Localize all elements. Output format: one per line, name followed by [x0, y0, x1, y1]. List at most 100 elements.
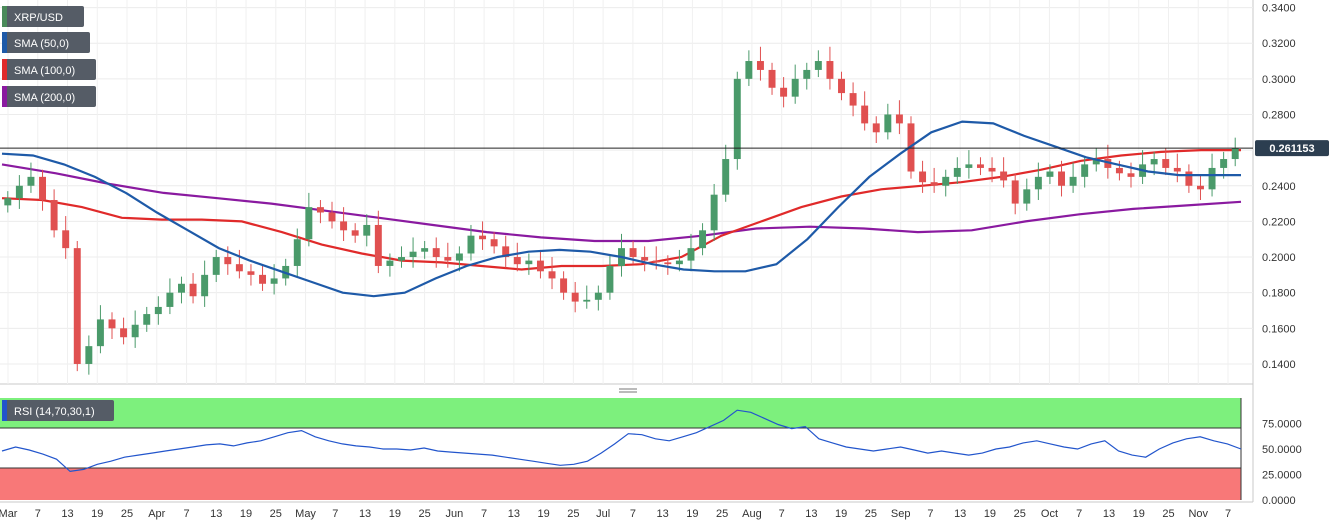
candle-body [641, 257, 649, 261]
candle-body [490, 239, 498, 247]
candle-body [733, 78, 741, 160]
candle-body [560, 278, 568, 293]
candle-body [745, 61, 753, 79]
date-tick-label: 13 [359, 508, 371, 520]
candle-body [536, 260, 544, 272]
legend-label-xrpusd: XRP/USD [14, 12, 63, 24]
candle-body [363, 224, 371, 236]
candle-body [143, 314, 151, 325]
candle-body [652, 260, 660, 263]
date-tick-label: 25 [270, 508, 282, 520]
candle-body [791, 78, 799, 97]
date-tick-label: 25 [1162, 508, 1174, 520]
candle-body [1185, 171, 1193, 186]
date-tick-label: 13 [657, 508, 669, 520]
candle-body [178, 283, 185, 293]
date-tick-label: 25 [1014, 508, 1026, 520]
sma50-series [1, 120, 1241, 298]
date-tick-label: 13 [954, 508, 966, 520]
legend-item-rsi[interactable]: RSI (14,70,30,1) [2, 400, 114, 421]
candle-body [1092, 159, 1100, 165]
candle-body [1081, 164, 1089, 177]
date-tick-label: 25 [567, 508, 579, 520]
candle-body [1011, 180, 1019, 204]
legend-label-rsi: RSI (14,70,30,1) [14, 406, 95, 418]
candle-body [1104, 159, 1112, 168]
candle-body [340, 221, 348, 231]
candle-body [768, 69, 776, 88]
rsi-tick-label: 0.0000 [1262, 495, 1296, 507]
candle-body [479, 235, 487, 240]
legend-item-sma200[interactable]: SMA (200,0) [2, 86, 96, 107]
rsi-tick-label: 75.0000 [1262, 419, 1302, 431]
candle-body [1162, 159, 1170, 168]
date-tick-label: 19 [686, 508, 698, 520]
candle-body [270, 278, 278, 284]
candle-body [1046, 171, 1054, 177]
candle-body [224, 257, 232, 265]
date-tick-label: Mar [0, 508, 18, 520]
candle-body [930, 182, 938, 186]
candle-body [1220, 159, 1228, 168]
candle-body [189, 283, 197, 297]
date-tick-label: 25 [716, 508, 728, 520]
date-tick-label: 13 [61, 508, 73, 520]
rsi-overbought-zone [0, 398, 1241, 428]
price-tick-label: 0.1600 [1262, 323, 1296, 335]
panel-splitter-icon[interactable] [619, 388, 637, 393]
candle-body [1058, 171, 1065, 186]
candle-body [861, 105, 869, 124]
candle-body [166, 292, 174, 307]
candle-body [316, 207, 324, 213]
candle-body [710, 194, 718, 231]
date-tick-label: 7 [779, 508, 785, 520]
candle-body [814, 61, 822, 70]
candle-body [96, 319, 104, 347]
date-axis: Mar 7 13 19 25 Apr 7 13 19 25 May 7 13 19 25 Jun 7 13 19 25… [0, 508, 1231, 520]
candle-body [444, 257, 452, 261]
grid-lines [0, 0, 1253, 384]
candle-body [803, 69, 811, 79]
legend-item-sma100[interactable]: SMA (100,0) [2, 59, 96, 80]
candle-body [606, 265, 614, 293]
candle-body [62, 230, 70, 249]
price-tick-label: 0.3000 [1262, 74, 1296, 86]
candle-body [328, 212, 336, 222]
candle-body [398, 257, 405, 261]
candle-body [73, 248, 81, 364]
date-tick-label: May [295, 508, 316, 520]
candle-body [976, 164, 984, 168]
date-tick-label: Jun [445, 508, 463, 520]
candle-body [247, 271, 255, 275]
date-tick-label: 13 [508, 508, 520, 520]
date-tick-label: Apr [148, 508, 165, 520]
price-axis: 0.34000.32000.30000.28000.26000.24000.22… [1262, 3, 1296, 371]
candle-body [212, 257, 220, 275]
rsi-tick-label: 25.0000 [1262, 470, 1302, 482]
candle-body [432, 248, 440, 258]
legend-item-sma50[interactable]: SMA (50,0) [2, 32, 90, 53]
date-tick-label: 25 [865, 508, 877, 520]
price-tick-label: 0.1400 [1262, 359, 1296, 371]
candle-body [259, 274, 267, 284]
candle-body [583, 299, 591, 302]
candle-body [386, 260, 394, 266]
date-tick-label: 19 [537, 508, 549, 520]
legend-item-xrpusd[interactable]: XRP/USD [2, 6, 84, 27]
date-tick-label: 7 [481, 508, 487, 520]
date-tick-label: Aug [742, 508, 762, 520]
candle-body [1208, 167, 1216, 190]
candle-body [154, 306, 162, 315]
candle-body [571, 292, 579, 302]
date-tick-label: 7 [183, 508, 189, 520]
candle-body [780, 87, 788, 97]
candle-body [1150, 159, 1158, 165]
candle-body [942, 176, 950, 186]
candle-body [965, 164, 973, 168]
date-tick-label: 7 [332, 508, 338, 520]
legend: XRP/USD SMA (50,0) SMA (100,0) SMA (200,… [2, 6, 114, 421]
legend-label-sma200: SMA (200,0) [14, 92, 75, 104]
price-tick-label: 0.3400 [1262, 3, 1296, 15]
